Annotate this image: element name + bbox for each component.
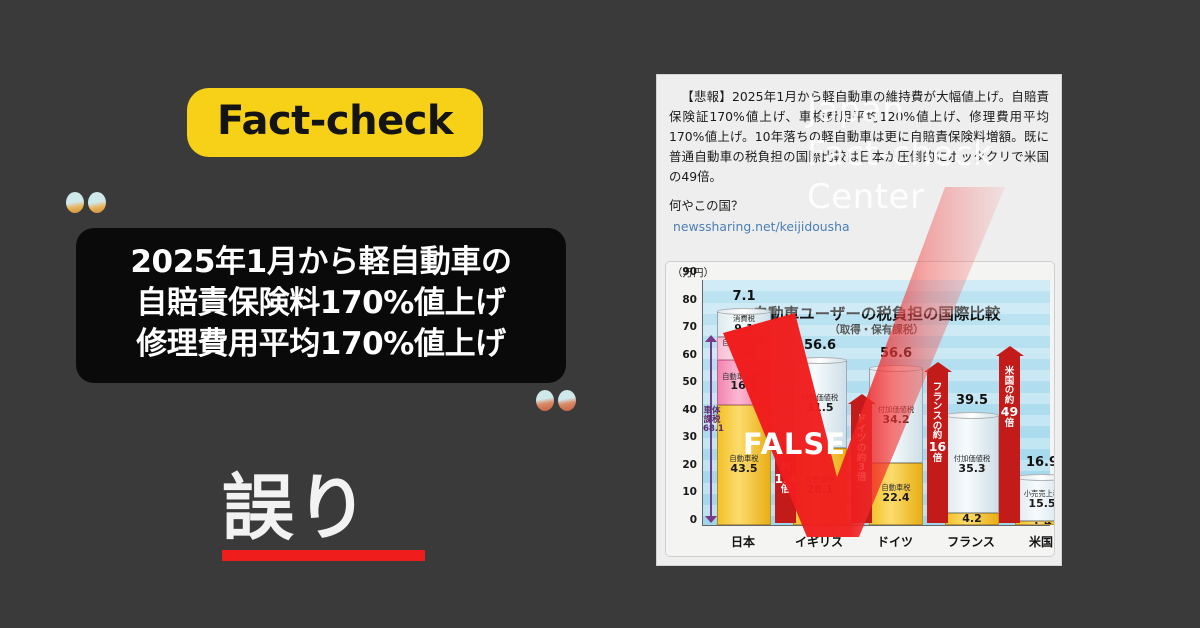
segment-value: 4.2 [962, 513, 982, 525]
arrow-label-char: 49 [1000, 403, 1019, 419]
fact-check-badge-label: Fact-check [217, 98, 454, 144]
arrow-label-char: 16 [928, 439, 947, 455]
arrow-label-char: 米 [1004, 366, 1015, 377]
bar-total-label: 7.1 [732, 289, 756, 305]
verdict-block: 誤り [222, 472, 425, 561]
fact-check-badge: Fact-check [187, 88, 484, 157]
segment-value: 34.2 [882, 412, 910, 426]
arrow-label-char: 倍 [1004, 417, 1015, 429]
bar-segment: 自動車取得税 8.1 [717, 337, 771, 360]
segment-value: 8.1 [734, 345, 754, 359]
bar: 自動車税 43.5 自動車重量税 16.5 自動車取得税 8.1 消費税 9.1 [717, 308, 771, 525]
source-comment: 何やこの国？ [669, 198, 744, 214]
bar-segment: 1.4 [1015, 521, 1054, 525]
chart-unit-label: （万円） [672, 267, 714, 279]
bar-segment: 4.2 [945, 513, 999, 525]
y-tick-label: 20 [682, 458, 697, 471]
x-axis-label-イギリス: イギリス [794, 535, 844, 549]
multiplier-arrow-uk: 約 1.4 倍 [774, 451, 797, 523]
bracket-label: 車体課税 68.1 [703, 405, 724, 434]
bar-segment: 小売売上税15.5 [1015, 478, 1055, 522]
bar-segment: 付加価値税 34.2 [869, 369, 923, 464]
verdict-underline [222, 550, 425, 561]
embedded-screenshot-panel: 【悲報】2025年1月から軽自動車の維持費が大幅値上げ。自賠責保険証170%値上… [656, 74, 1062, 566]
bar-top-cap [793, 356, 847, 364]
quote-open-icon [66, 192, 110, 220]
bar-segment: 消費税 9.1 [717, 312, 771, 338]
segment-value: 22.4 [882, 490, 910, 504]
bar-segment: 自動車税 22.4 [869, 463, 923, 525]
y-tick-label: 60 [682, 348, 697, 361]
multiplier-arrow-fr: フランスの約 16 倍 [927, 371, 948, 523]
arrow-label-char: 倍 [856, 472, 867, 484]
y-tick-label: 70 [682, 321, 697, 334]
y-tick-label: 0 [689, 514, 697, 526]
headline-box: 2025年1月から軽自動車の 自賠責保険料170%値上げ 修理費用平均170%値… [76, 228, 566, 383]
bar: 1.4小売売上税15.5 [1015, 474, 1055, 525]
segment-value: 9.1 [734, 321, 754, 335]
segment-value: 16.5 [730, 379, 758, 393]
bar-total-label: 56.6 [879, 346, 913, 362]
segment-value: 1.4 [1032, 522, 1052, 524]
segment-value: 15.5 [1028, 496, 1055, 510]
segment-value: 35.3 [958, 461, 986, 475]
x-axis-label-米国: 米国 [1028, 535, 1054, 549]
verdict-label: 誤り [222, 466, 371, 550]
bar: 4.2 付加価値税 35.3 [945, 412, 999, 525]
arrow-label-char: 倍 [932, 452, 943, 464]
y-tick-label: 50 [682, 376, 697, 389]
y-tick-label: 40 [682, 403, 697, 416]
arrow-label-char: 約 [1004, 395, 1015, 407]
x-axis-label-日本: 日本 [730, 535, 756, 549]
japan-body-tax-bracket: 車体課税 68.1 [703, 335, 724, 523]
left-content-column: Fact-check 2025年1月から軽自動車の 自賠責保険料170%値上げ … [66, 88, 580, 561]
bar-total-label: 39.5 [955, 393, 989, 409]
arrow-label-char: 国 [1004, 375, 1015, 387]
segment-name: 小売売上税 [1023, 488, 1054, 498]
headline-line-1: 2025年1月から軽自動車の [130, 244, 512, 280]
quote-close-icon [536, 390, 580, 418]
bar-segment: 付加価値税 35.3 [945, 416, 999, 514]
headline-line-3: 修理費用平均170%値上げ [136, 325, 506, 362]
article-text: 【悲報】2025年1月から軽自動車の維持費が大幅値上げ。自賠責保険証170%値上… [657, 75, 1061, 187]
bar-total-label: 56.6 [803, 337, 837, 353]
y-tick-label: 10 [682, 486, 697, 499]
y-tick-label: 30 [682, 431, 697, 444]
x-axis-label-フランス: フランス [947, 535, 995, 549]
segment-value: 31.5 [806, 400, 834, 414]
chart-y-axis: 0 10 20 30 40 50 60 70 80 90 [666, 266, 700, 526]
y-tick-label: 80 [682, 293, 697, 306]
x-axis-label-ドイツ: ドイツ [876, 535, 914, 549]
source-url-link[interactable]: newssharing.net/keijidousha [673, 219, 850, 235]
bar-segment: 自動車重量税 16.5 [717, 359, 771, 406]
bar-total-label: 16.9 [1025, 455, 1055, 471]
false-overlay-label: FALSE [743, 427, 847, 461]
chart-plot-area: 自動車ユーザーの税負担の国際比較 （取得・保有課税） 自動車税 43.5 自動車重量… [702, 280, 1054, 526]
segment-value: 28.1 [806, 483, 834, 497]
arrow-label-char: 倍 [780, 484, 791, 496]
article-paragraph: 【悲報】2025年1月から軽自動車の維持費が大幅値上げ。自賠責保険証170%値上… [669, 89, 1049, 185]
bar-segment: 自動車税 43.5 [717, 405, 771, 525]
multiplier-arrow-us: 米国の約 49 倍 [999, 355, 1020, 523]
arrow-label-char: の [1004, 385, 1015, 397]
y-tick-label: 90 [682, 266, 697, 278]
bar-top-cap [869, 365, 923, 373]
headline-line-2: 自賠責保険料170%値上げ [136, 284, 506, 321]
bar: 自動車税 22.4 付加価値税 34.2 [869, 365, 923, 525]
tax-comparison-chart: （万円） 0 10 20 30 40 50 60 70 80 90 自動車ユーザーの税負担の国際比… [665, 261, 1055, 557]
segment-value: 43.5 [730, 461, 758, 475]
